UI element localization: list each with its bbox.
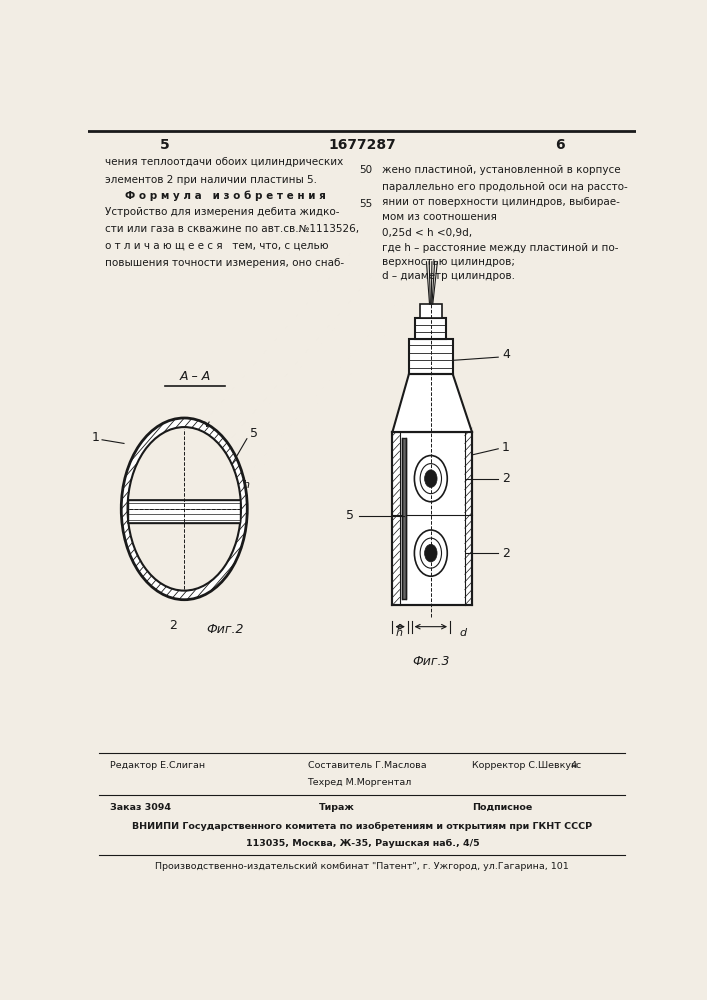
Text: Составитель Г.Маслова: Составитель Г.Маслова	[308, 761, 426, 770]
Text: Ф о р м у л а   и з о б р е т е н и я: Ф о р м у л а и з о б р е т е н и я	[125, 190, 326, 201]
Text: Производственно-издательский комбинат "Патент", г. Ужгород, ул.Гагарина, 101: Производственно-издательский комбинат "П…	[156, 862, 569, 871]
Text: сти или газа в скважине по авт.св.№1113526,: сти или газа в скважине по авт.св.№11135…	[105, 224, 359, 234]
Circle shape	[425, 470, 437, 487]
Text: 4: 4	[502, 348, 510, 361]
Ellipse shape	[122, 418, 247, 600]
Text: 4c: 4c	[571, 761, 582, 770]
Ellipse shape	[127, 427, 241, 591]
Text: параллельно его продольной оси на рассто-: параллельно его продольной оси на рассто…	[382, 182, 627, 192]
Text: янии от поверхности цилиндров, выбирае-: янии от поверхности цилиндров, выбирае-	[382, 197, 619, 207]
Text: Техред М.Моргентал: Техред М.Моргентал	[308, 778, 412, 787]
Text: h: h	[396, 628, 403, 638]
Text: A – A: A – A	[180, 370, 211, 383]
Circle shape	[425, 544, 437, 562]
Text: верхностью цилиндров;: верхностью цилиндров;	[382, 257, 515, 267]
Text: 1677287: 1677287	[329, 138, 396, 152]
Text: ВНИИПИ Государственного комитета по изобретениям и открытиям при ГКНТ СССР: ВНИИПИ Государственного комитета по изоб…	[132, 822, 592, 831]
Text: о т л и ч а ю щ е е с я   тем, что, с целью: о т л и ч а ю щ е е с я тем, что, с цель…	[105, 241, 328, 251]
Text: 5: 5	[160, 138, 170, 152]
Text: Подписное: Подписное	[472, 803, 532, 812]
Text: чения теплоотдачи обоих цилиндрических: чения теплоотдачи обоих цилиндрических	[105, 157, 343, 167]
Text: Фиг.2: Фиг.2	[206, 623, 244, 636]
Text: где h – расстояние между пластиной и по-: где h – расстояние между пластиной и по-	[382, 243, 618, 253]
Text: h: h	[243, 480, 250, 490]
Text: 55: 55	[360, 199, 373, 209]
Polygon shape	[392, 374, 472, 432]
Text: 2: 2	[170, 619, 177, 632]
Text: 1: 1	[91, 431, 99, 444]
Text: Тираж: Тираж	[319, 803, 354, 812]
Circle shape	[414, 456, 448, 502]
Text: 2: 2	[502, 547, 510, 560]
Text: элементов 2 при наличии пластины 5.: элементов 2 при наличии пластины 5.	[105, 175, 317, 185]
Text: 0,25d < h <0,9d,: 0,25d < h <0,9d,	[382, 228, 472, 238]
Bar	[416, 318, 446, 339]
Text: Корректор С.Шевкун: Корректор С.Шевкун	[472, 761, 577, 770]
Text: d – диаметр цилиндров.: d – диаметр цилиндров.	[382, 271, 515, 281]
Circle shape	[414, 530, 448, 576]
Text: 2: 2	[502, 472, 510, 485]
Text: Редактор Е.Слиган: Редактор Е.Слиган	[110, 761, 206, 770]
Text: Устройство для измерения дебита жидко-: Устройство для измерения дебита жидко-	[105, 207, 339, 217]
Bar	[402, 438, 407, 599]
Bar	[128, 500, 240, 523]
Text: 6: 6	[555, 138, 564, 152]
Text: d: d	[460, 628, 467, 638]
Text: повышения точности измерения, оно снаб-: повышения точности измерения, оно снаб-	[105, 258, 344, 268]
Bar	[409, 339, 452, 374]
Text: мом из соотношения: мом из соотношения	[382, 212, 496, 222]
Text: Заказ 3094: Заказ 3094	[110, 803, 171, 812]
Bar	[392, 432, 472, 605]
Text: жено пластиной, установленной в корпусе: жено пластиной, установленной в корпусе	[382, 165, 620, 175]
Text: 113035, Москва, Ж-35, Раушская наб., 4/5: 113035, Москва, Ж-35, Раушская наб., 4/5	[245, 839, 479, 848]
Bar	[420, 304, 442, 318]
Text: Фиг.3: Фиг.3	[412, 655, 450, 668]
Text: 50: 50	[360, 165, 373, 175]
Text: 1: 1	[502, 441, 510, 454]
Text: 5: 5	[250, 427, 258, 440]
Text: 5: 5	[346, 509, 354, 522]
